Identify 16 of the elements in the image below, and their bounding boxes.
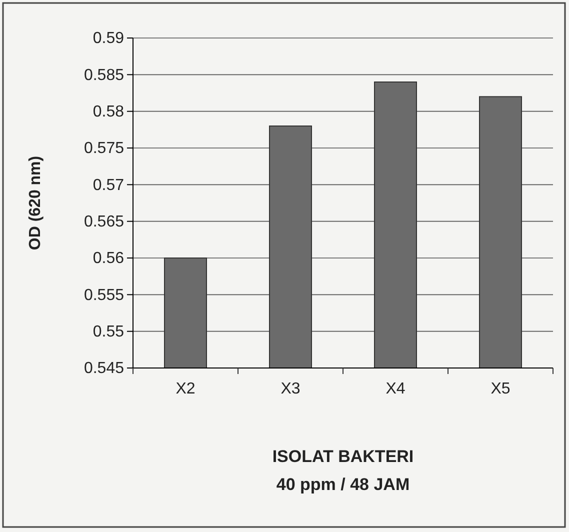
y-tick-label: 0.575 (84, 140, 124, 158)
x-tick-label: X3 (280, 380, 300, 398)
y-tick-label: 0.55 (92, 323, 124, 340)
y-tick-label: 0.58 (92, 103, 124, 120)
x-tick-label: X4 (386, 380, 406, 398)
y-tick-label: 0.555 (84, 286, 124, 304)
y-axis-title: OD (620 nm) (27, 156, 44, 250)
y-tick-label: 0.545 (84, 360, 124, 378)
x-axis-title: ISOLAT BAKTERI 40 ppm / 48 JAM (272, 447, 414, 494)
x-tick-label: X5 (490, 380, 510, 398)
y-tick-label: 0.565 (84, 213, 124, 230)
y-tick-label: 0.57 (92, 176, 124, 194)
y-tick-label: 0.585 (84, 66, 124, 84)
x-tick-label: X2 (176, 380, 196, 398)
y-tick-label: 0.56 (92, 250, 124, 268)
y-tick-label: 0.59 (92, 30, 124, 48)
